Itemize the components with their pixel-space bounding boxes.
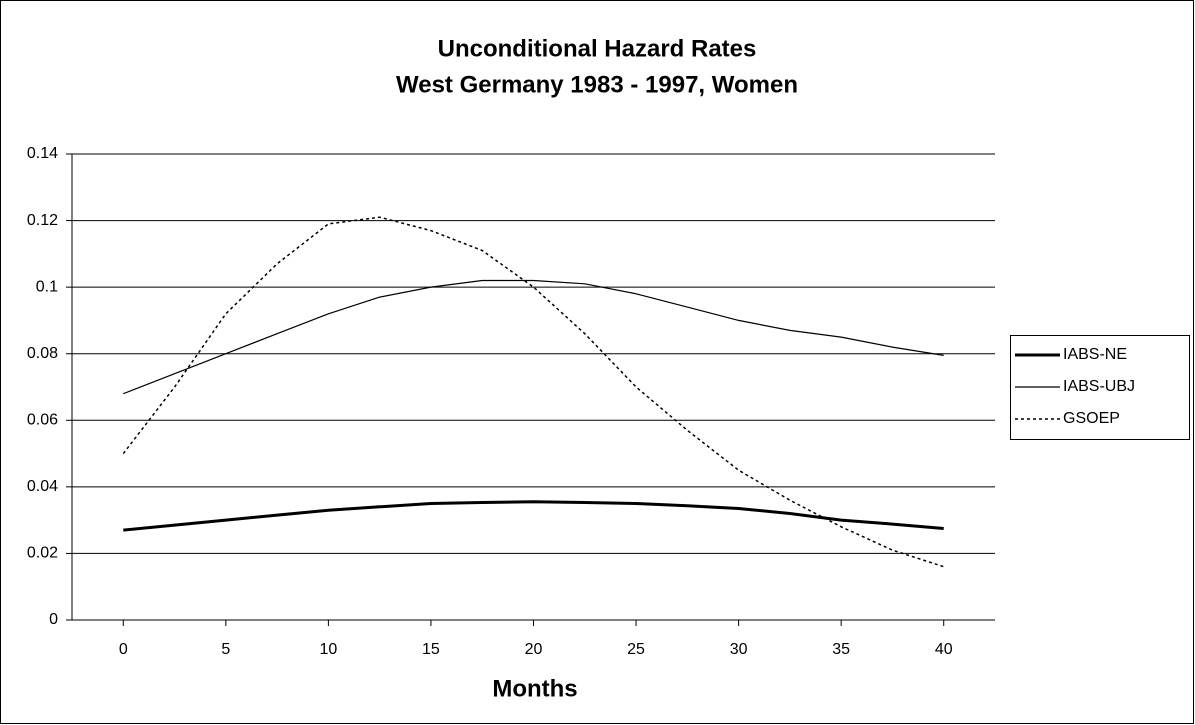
y-tick-label: 0.12 [27, 212, 58, 229]
chart-subtitle: West Germany 1983 - 1997, Women [396, 71, 798, 98]
y-tick-label: 0.02 [27, 545, 58, 562]
legend-label: GSOEP [1063, 410, 1120, 427]
x-tick-label: 0 [119, 641, 128, 658]
y-tick-label: 0.06 [27, 412, 58, 429]
y-tick-label: 0.08 [27, 345, 58, 362]
x-tick-label: 35 [832, 641, 850, 658]
series-line [123, 279, 944, 395]
y-tick-label: 0 [49, 611, 58, 628]
y-tick-label: 0.04 [27, 478, 58, 495]
chart-title: Unconditional Hazard Rates [438, 35, 757, 62]
y-tick-label: 0.1 [36, 278, 58, 295]
x-tick-label: 25 [627, 641, 645, 658]
x-tick-label: 40 [935, 641, 953, 658]
x-tick-label: 5 [221, 641, 230, 658]
legend-label: IABS-UBJ [1063, 378, 1135, 395]
x-tick-label: 10 [319, 641, 337, 658]
x-tick-label: 30 [730, 641, 748, 658]
legend-label: IABS-NE [1063, 346, 1127, 363]
x-tick-label: 15 [422, 641, 440, 658]
x-axis-title: Months [492, 675, 577, 702]
x-tick-label: 20 [525, 641, 543, 658]
series-line [123, 500, 944, 532]
y-tick-label: 0.14 [27, 145, 58, 162]
